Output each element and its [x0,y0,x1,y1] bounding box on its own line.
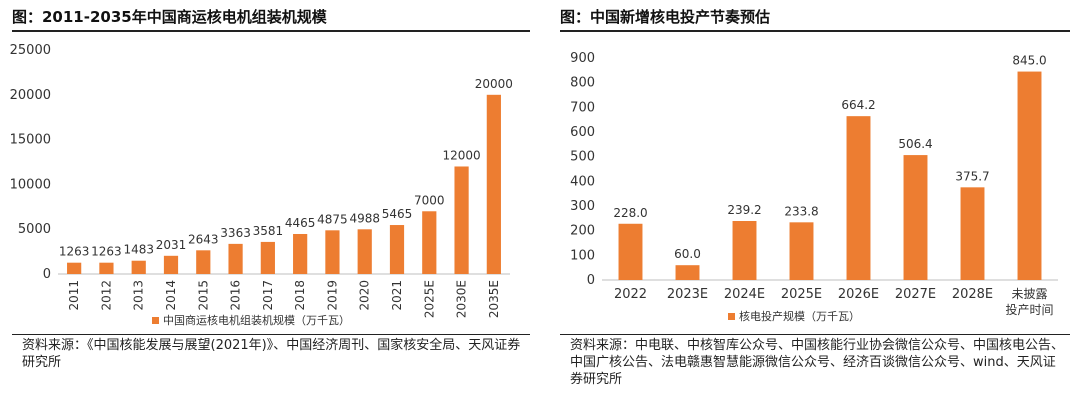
x-tick-label: 2021 [390,280,404,311]
bar [389,225,405,274]
x-tick-label: 2025E [781,287,822,302]
x-tick-label: 2016 [229,280,243,311]
bar-value-label: 1483 [123,243,154,257]
bar-value-label: 4465 [285,216,316,230]
bar [454,166,469,274]
x-tick-label: 2015 [196,280,210,311]
bar [618,223,643,280]
y-tick-label: 500 [570,150,595,165]
x-tick-label: 2019 [325,280,339,311]
x-tick-label: 2025E [422,280,436,318]
bar [357,229,372,274]
bar-value-label: 1263 [91,245,122,259]
x-tick-label: 2023E [667,287,708,302]
bar [67,262,82,274]
right-bar-chart: 0 100 200 300 400 500 600 700 800 900 228.0 2022 60.… [570,51,1058,323]
legend-swatch [152,317,159,324]
bar [903,155,928,280]
x-tick-label: 2020 [358,280,372,311]
bar-value-label: 239.2 [727,203,761,217]
bar [228,243,243,274]
y-tick-label: 0 [587,273,595,288]
x-tick-label: 2024E [724,287,765,302]
x-tick-label: 2026E [838,287,879,302]
bar [131,260,146,274]
y-tick-label: 700 [570,100,595,115]
right-chart-panel: 图：中国新增核电投产节奏预估 0 100 200 300 400 500 600 700 800… [548,0,1080,400]
bar [260,241,275,274]
bar-value-label: 4875 [317,212,348,226]
bar [732,220,757,280]
x-tick-label: 2012 [99,280,113,311]
bar [325,230,340,274]
bar-value-label: 506.4 [898,137,932,151]
bar-value-label: 7000 [414,193,445,207]
x-tick-label: 2022 [614,287,647,302]
bar-value-label: 233.8 [784,204,818,218]
left-chart-panel: 图：2011-2035年中国商运核电机组装机规模 0 5000 10000 15000… [10,8,530,370]
bar [196,250,211,274]
legend-label: 中国商运核电机组装机规模（万千瓦） [163,313,350,327]
bar-value-label: 60.0 [674,247,701,261]
right-source-rule [560,334,1070,335]
bar [1017,71,1042,280]
x-tick-label: 2035E [487,280,501,318]
x-tick-label: 2027E [895,287,936,302]
y-tick-label: 20000 [10,88,51,103]
y-tick-label: 600 [570,125,595,140]
y-tick-label: 10000 [10,177,51,192]
x-tick-label: 2030E [455,280,469,318]
bar-value-label: 3363 [220,226,251,240]
left-title-rule [12,30,530,32]
x-tick-label: 2017 [261,280,275,311]
left-chart-source: 资料来源：《中国核能发展与展望(2021年)》、中国经济周刊、国家核安全局、天风… [22,338,521,370]
bar-value-label: 2643 [188,232,219,246]
bar-value-label: 228.0 [613,206,647,220]
y-tick-label: 200 [570,224,595,239]
x-tick-label: 2011 [67,280,81,311]
bar-value-label: 5465 [382,207,413,221]
y-tick-label: 300 [570,199,595,214]
y-tick-label: 900 [570,51,595,66]
x-tick-label: 2013 [132,280,146,311]
y-tick-label: 15000 [10,133,51,148]
y-tick-label: 100 [570,248,595,263]
y-tick-label: 5000 [18,222,51,237]
bar-value-label: 664.2 [841,98,875,112]
bar [163,255,179,274]
y-tick-label: 0 [43,267,51,282]
x-tick-label: 2018 [293,280,307,311]
x-tick-label: 2028E [952,287,993,302]
bar-value-label: 20000 [475,77,513,91]
right-title-rule [560,30,1070,32]
bar-value-label: 2031 [156,238,187,252]
bar [486,94,501,274]
bar [293,233,308,274]
bar [99,262,114,274]
left-bar-chart: 0 5000 10000 15000 20000 25000 1263 2011 1263 201… [10,43,513,327]
bar-value-label: 845.0 [1012,54,1046,68]
bar [422,211,437,274]
bar-value-label: 12000 [442,148,480,162]
bar [846,116,871,280]
bar-value-label: 375.7 [955,169,989,183]
x-tick-label: 未披露投产时间 [1005,287,1053,317]
bar-value-label: 4988 [349,211,380,225]
right-chart-source: 资料来源：中电联、中核智库公众号、中国核能行业协会微信公众号、中国核电公告、中国… [570,338,1065,387]
left-chart-title: 图：2011-2035年中国商运核电机组装机规模 [12,8,327,26]
right-chart-title: 图：中国新增核电投产节奏预估 [560,8,771,26]
bar [675,265,700,280]
y-tick-label: 400 [570,174,595,189]
bar [960,187,985,280]
bar [789,222,814,280]
y-tick-label: 25000 [10,43,51,58]
y-tick-label: 800 [570,76,595,91]
legend-swatch [728,313,735,320]
bar-value-label: 3581 [253,224,284,238]
left-source-rule [12,334,530,335]
x-tick-label: 2014 [164,280,178,311]
bar-value-label: 1263 [59,245,90,259]
legend-label: 核电投产规模（万千瓦） [739,309,860,323]
